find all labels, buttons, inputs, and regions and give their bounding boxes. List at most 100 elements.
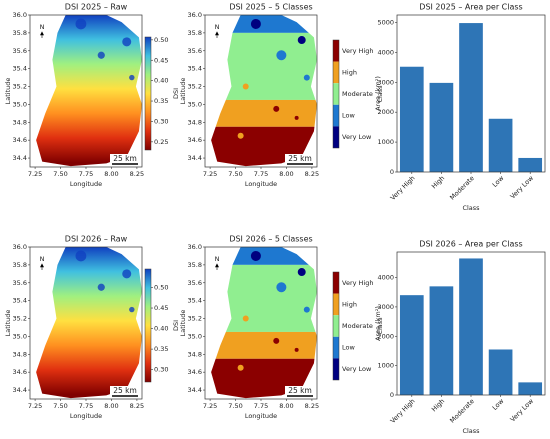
class-patch: [276, 50, 287, 61]
colorbar-tick-label: 0.30: [154, 117, 168, 125]
map-patch: [122, 37, 132, 47]
x-tick-label: 7.25: [203, 402, 217, 410]
x-tick-label: Very High: [389, 397, 417, 425]
axes-frame: [29, 14, 143, 168]
scale-box: [110, 154, 140, 165]
colorbar-frame: [332, 39, 340, 149]
chart-title: DSI 2025 – Area per Class: [419, 3, 522, 12]
y-tick-label: 36.0: [188, 243, 202, 251]
x-axis-label: Longitude: [245, 180, 277, 188]
x-tick-label: Moderate: [448, 397, 476, 425]
colorbar-label: Class: [376, 85, 384, 103]
map-patch: [129, 74, 135, 81]
scale-box: [285, 154, 315, 165]
chart-title: DSI 2025 – Raw: [65, 3, 128, 12]
map-patch: [97, 283, 105, 291]
axes-frame: [396, 251, 546, 396]
class-patch: [297, 36, 306, 45]
colorbar-tick-label: Very Low: [342, 133, 372, 141]
x-tick-label: Moderate: [448, 174, 476, 202]
x-tick-label: 8.25: [305, 170, 319, 178]
class-patch: [242, 315, 249, 322]
map-raster: [211, 247, 317, 399]
chart-title: DSI 2026 – 5 Classes: [229, 235, 312, 244]
bar: [399, 295, 424, 395]
y-tick-label: 3000: [377, 303, 394, 311]
x-tick-label: 7.25: [28, 170, 42, 178]
colorbar-tick-label: 0.30: [154, 366, 168, 374]
y-tick-label: 36.0: [13, 243, 27, 251]
class-patch: [237, 364, 244, 371]
colorbar-tick-label: 0.50: [154, 283, 168, 291]
x-tick-label: 8.00: [104, 402, 118, 410]
y-tick-label: 0: [390, 391, 394, 399]
x-tick-label: 8.25: [130, 170, 144, 178]
colorbar-segment: [333, 272, 339, 294]
colorbar: [144, 268, 152, 383]
class-patch: [237, 132, 244, 139]
y-tick-label: 34.8: [188, 118, 202, 126]
north-label: N: [40, 255, 45, 263]
y-tick-label: 35.8: [188, 261, 202, 269]
north-label: N: [40, 23, 45, 31]
bar: [429, 82, 454, 172]
colorbar-segment: [333, 315, 339, 337]
y-tick-label: 35.6: [188, 47, 202, 55]
scale-bar-label: 25 km: [288, 154, 312, 163]
x-tick-label: 7.25: [203, 170, 217, 178]
bar: [518, 157, 543, 172]
colorbar-tick-label: Very High: [342, 47, 373, 55]
y-tick-label: 35.8: [13, 261, 27, 269]
colorbar-label: DSI: [172, 320, 180, 331]
north-arrow: [215, 31, 219, 38]
y-tick-label: 34.4: [188, 154, 202, 162]
class-patch: [273, 337, 280, 344]
y-tick-label: 1000: [377, 138, 394, 146]
class-band: [211, 99, 317, 127]
scale-box: [285, 386, 315, 397]
y-tick-label: 35.6: [188, 279, 202, 287]
x-tick-label: 7.50: [53, 402, 67, 410]
x-tick-label: Low: [491, 174, 506, 189]
y-tick-label: 34.8: [13, 350, 27, 358]
colorbar-tick-label: Moderate: [342, 322, 373, 330]
y-tick-label: 35.6: [13, 47, 27, 55]
x-axis-label: Longitude: [245, 412, 277, 420]
axes-frame: [204, 246, 318, 400]
y-tick-label: 35.4: [188, 65, 202, 73]
north-label: N: [215, 255, 220, 263]
map-patch: [129, 306, 135, 313]
x-tick-label: 8.00: [279, 170, 293, 178]
y-tick-label: 34.8: [13, 118, 27, 126]
x-tick-label: Very High: [389, 174, 417, 202]
y-tick-label: 35.0: [13, 100, 27, 108]
colorbar-tick-label: High: [342, 300, 357, 308]
class-patch: [250, 18, 261, 29]
map-patch: [75, 250, 87, 262]
colorbar-tick-label: 0.45: [154, 304, 168, 312]
y-tick-label: 4000: [377, 48, 394, 56]
y-tick-label: 5000: [377, 18, 394, 26]
colorbar-tick-label: Very Low: [342, 365, 372, 373]
x-tick-label: 8.00: [104, 170, 118, 178]
map-raster: [36, 15, 142, 167]
y-tick-label: 35.8: [188, 29, 202, 37]
class-patch: [276, 282, 287, 293]
x-tick-label: 8.25: [130, 402, 144, 410]
x-tick-label: Low: [491, 397, 506, 412]
x-tick-label: 7.75: [79, 170, 93, 178]
y-tick-label: 3000: [377, 78, 394, 86]
y-tick-label: 2000: [377, 108, 394, 116]
x-tick-label: High: [430, 397, 446, 413]
y-tick-label: 35.4: [13, 297, 27, 305]
class-band: [211, 331, 317, 359]
y-tick-label: 35.2: [188, 315, 202, 323]
y-axis-label: Latitude: [179, 310, 187, 337]
colorbar-segment: [333, 104, 339, 127]
x-tick-label: 8.00: [279, 402, 293, 410]
colorbar-tick-label: High: [342, 68, 357, 76]
class-patch: [294, 347, 299, 352]
colorbar-label: DSI: [172, 88, 180, 99]
bar: [518, 382, 543, 395]
